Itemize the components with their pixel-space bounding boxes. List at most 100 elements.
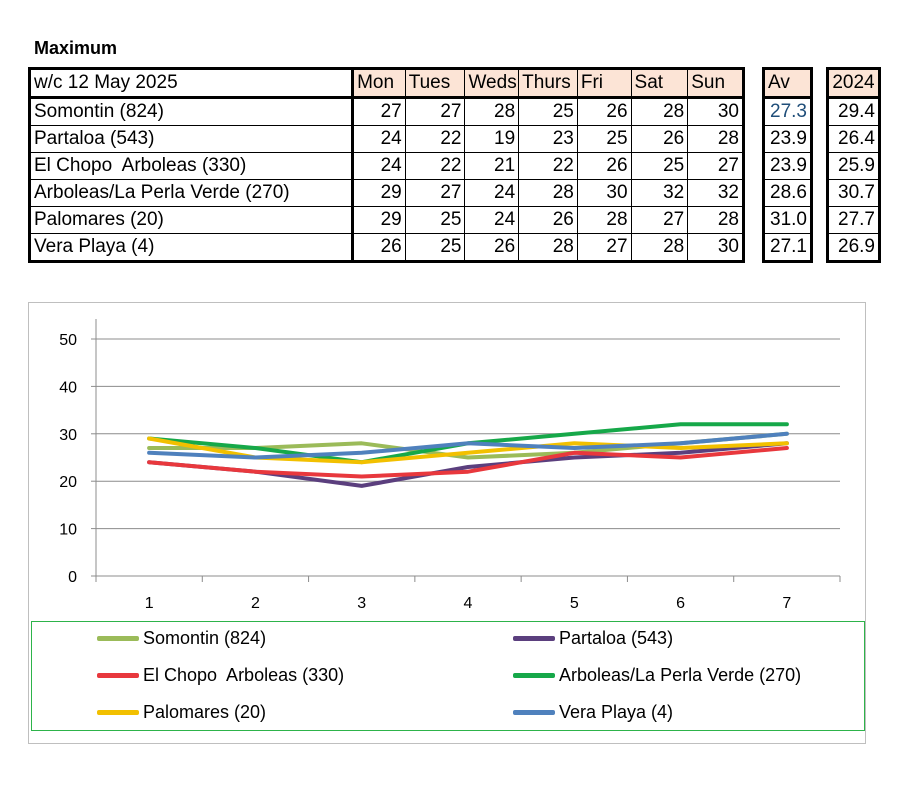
chart-frame (28, 302, 866, 744)
x-tick-label: 4 (464, 595, 473, 612)
previous-year-table: 2024 29.4 26.4 25.9 30.7 27.7 26.9 (826, 67, 881, 263)
table-cell: 28 (464, 97, 520, 126)
table-cell: 28 (687, 206, 744, 234)
table-cell: 25 (576, 125, 632, 153)
table-row: Partaloa (543) 24 22 19 23 25 26 28 (28, 125, 744, 153)
table-cell: 24 (352, 152, 406, 180)
day-header: Thurs (518, 68, 578, 99)
day-header: Sat (630, 68, 689, 99)
previous-year-value: 27.7 (827, 206, 880, 234)
legend-label: Partaloa (543) (559, 627, 674, 648)
table-cell: 26 (576, 152, 632, 180)
table-cell: 26 (518, 206, 578, 234)
legend-label: Palomares (20) (143, 701, 267, 722)
average-value: 31.0 (763, 206, 812, 234)
table-cell: 28 (518, 233, 578, 262)
legend-label: Vera Playa (4) (559, 701, 674, 722)
table-cell: 30 (576, 179, 632, 207)
legend-label: Somontin (824) (143, 627, 267, 648)
x-tick-label: 3 (357, 595, 366, 612)
day-header: Fri (576, 68, 632, 99)
chart-heading: Maximum (34, 38, 118, 58)
x-tick-label: 5 (570, 595, 579, 612)
average-value: 27.1 (763, 233, 812, 262)
previous-year-value: 26.9 (827, 233, 880, 262)
series-line (147, 446, 789, 479)
previous-year-value: 25.9 (827, 152, 880, 180)
average-value: 23.9 (763, 152, 812, 180)
previous-year-value: 29.4 (827, 97, 880, 126)
average-header: Av (763, 68, 812, 99)
legend-swatch (97, 672, 139, 678)
legend-item: Arboleas/La Perla Verde (270) (513, 664, 801, 686)
legend-item: Partaloa (543) (513, 627, 673, 649)
x-tick-label: 6 (676, 595, 685, 612)
table-row: Vera Playa (4) 26 25 26 28 27 28 30 (28, 233, 744, 262)
week-label: w/c 12 May 2025 (28, 68, 355, 99)
table-cell: 23 (518, 125, 578, 153)
y-tick-label: 40 (59, 379, 77, 396)
table-cell: 25 (630, 152, 689, 180)
legend-label: El Chopo Arboleas (330) (143, 664, 345, 685)
temperature-table: w/c 12 May 2025 Mon Tues Weds Thurs Fri … (28, 67, 745, 263)
legend-label: Arboleas/La Perla Verde (270) (559, 664, 802, 685)
table-cell: 22 (518, 152, 578, 180)
table-cell: 27 (404, 179, 466, 207)
table-cell: 24 (464, 179, 520, 207)
legend-swatch (513, 672, 555, 678)
legend-swatch (97, 635, 139, 641)
station-name: El Chopo Arboleas (330) (28, 152, 355, 180)
average-value: 23.9 (763, 125, 812, 153)
table-cell: 27 (630, 206, 689, 234)
legend-swatch (97, 709, 139, 715)
table-cell: 30 (687, 233, 744, 262)
day-header: Tues (404, 68, 466, 99)
legend-item: El Chopo Arboleas (330) (97, 664, 344, 686)
table-cell: 27 (576, 233, 632, 262)
y-tick-label: 10 (59, 522, 77, 539)
previous-year-value: 26.4 (827, 125, 880, 153)
legend-item: Somontin (824) (97, 627, 266, 649)
table-cell: 25 (404, 206, 466, 234)
average-value: 28.6 (763, 179, 812, 207)
table-cell: 26 (630, 125, 689, 153)
table-cell: 21 (464, 152, 520, 180)
legend-swatch (513, 709, 555, 715)
table-cell: 27 (404, 97, 466, 126)
table-cell: 28 (687, 125, 744, 153)
table-header-row: w/c 12 May 2025 Mon Tues Weds Thurs Fri … (28, 68, 744, 99)
x-tick-label: 7 (782, 595, 791, 612)
previous-year-header: 2024 (827, 68, 880, 99)
legend-item: Vera Playa (4) (513, 701, 673, 723)
station-name: Partaloa (543) (28, 125, 355, 153)
day-header: Sun (687, 68, 744, 99)
series-line (147, 431, 789, 460)
station-name: Vera Playa (4) (28, 233, 355, 262)
table-cell: 32 (687, 179, 744, 207)
table-cell: 30 (687, 97, 744, 126)
table-cell: 26 (352, 233, 406, 262)
y-tick-label: 20 (59, 474, 77, 491)
station-name: Somontin (824) (28, 97, 355, 126)
chart-legend: Somontin (824) Partaloa (543) El Chopo Arb… (31, 621, 865, 731)
table-row: Somontin (824) 27 27 28 25 26 28 30 (28, 97, 744, 126)
y-tick-label: 0 (68, 569, 77, 586)
x-tick-label: 1 (145, 595, 154, 612)
previous-year-value: 30.7 (827, 179, 880, 207)
table-row: El Chopo Arboleas (330) 24 22 21 22 26 2… (28, 152, 744, 180)
legend-item: Palomares (20) (97, 701, 266, 723)
table-cell: 25 (518, 97, 578, 126)
table-cell: 29 (352, 206, 406, 234)
table-cell: 27 (352, 97, 406, 126)
table-cell: 28 (630, 233, 689, 262)
table-cell: 29 (352, 179, 406, 207)
y-tick-label: 30 (59, 427, 77, 444)
table-cell: 27 (687, 152, 744, 180)
y-tick-label: 50 (59, 332, 77, 349)
average-value: 27.3 (763, 97, 812, 126)
legend-swatch (513, 635, 555, 641)
average-table: Av 27.3 23.9 23.9 28.6 31.0 27.1 (762, 67, 813, 263)
table-cell: 32 (630, 179, 689, 207)
x-tick-label: 2 (251, 595, 260, 612)
